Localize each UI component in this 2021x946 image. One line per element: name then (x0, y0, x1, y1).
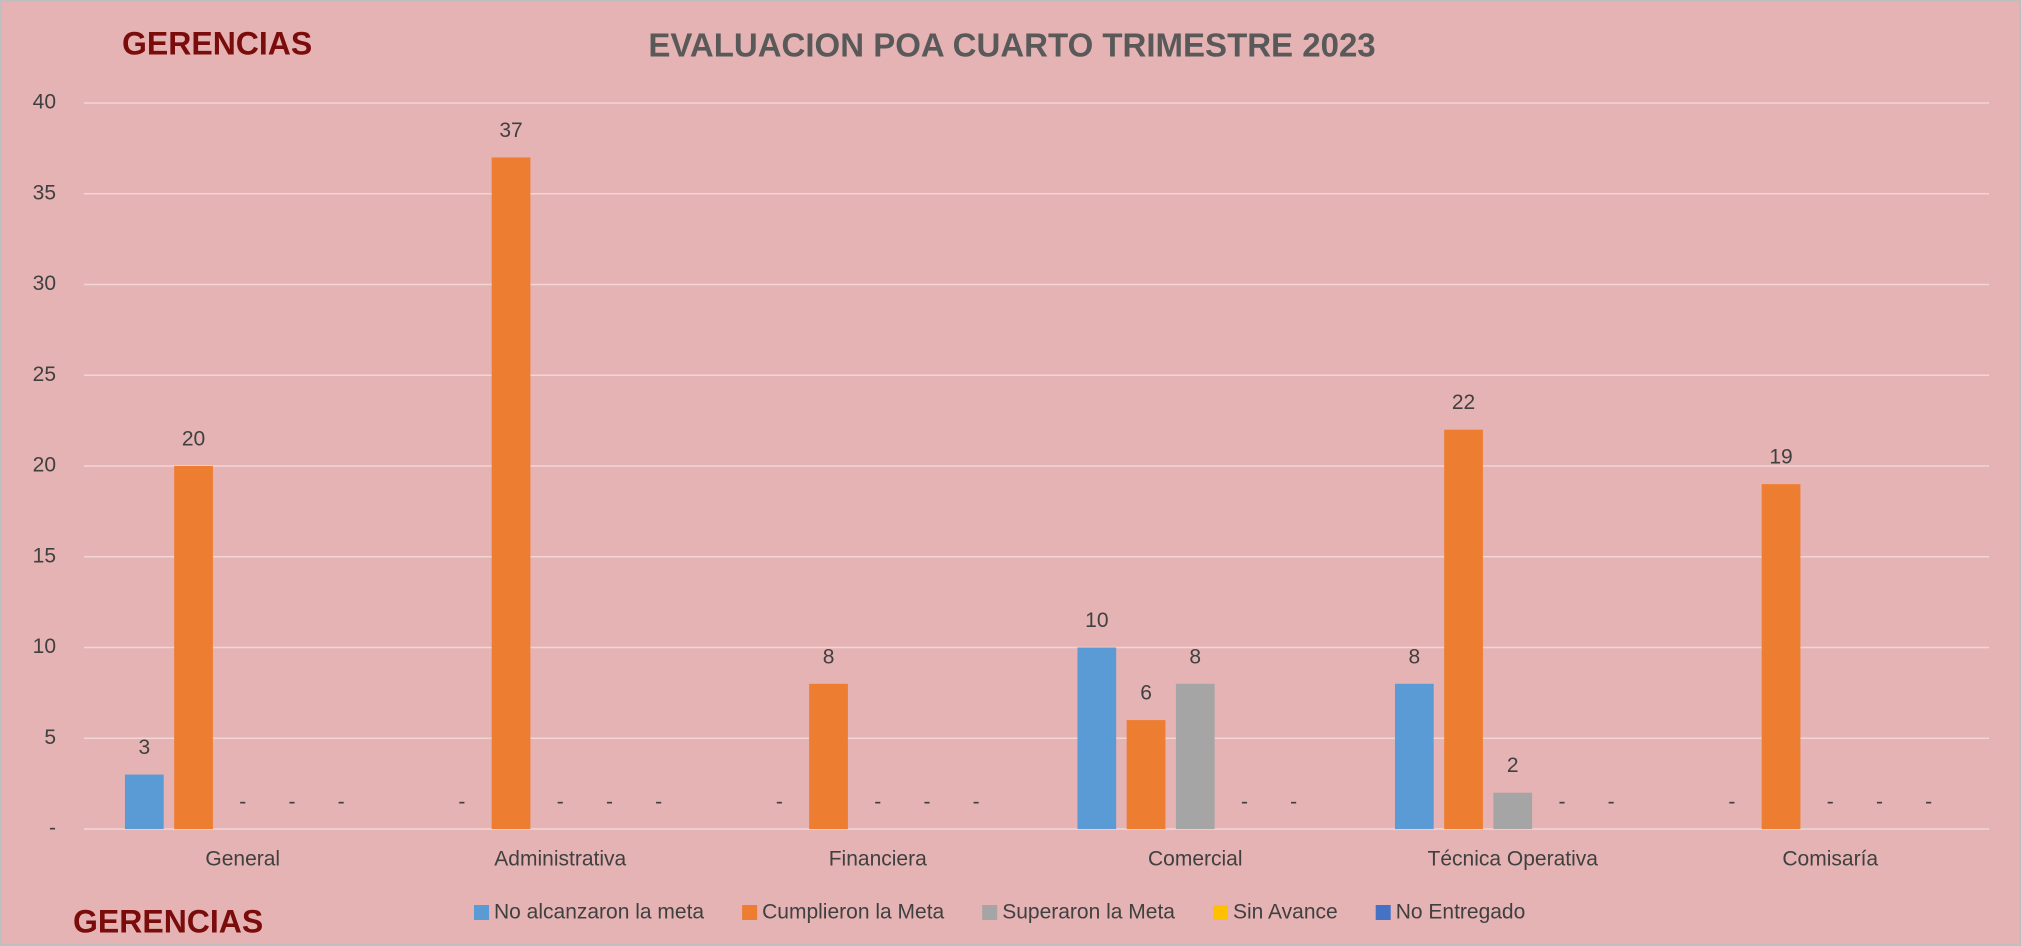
x-tick-label: General (205, 848, 280, 871)
data-label: 8 (1408, 645, 1420, 668)
legend-label: No Entregado (1396, 901, 1526, 924)
data-label: - (338, 791, 345, 814)
data-label: 37 (499, 119, 522, 142)
legend-label: Superaron la Meta (1002, 901, 1175, 924)
y-tick-label: 30 (33, 272, 56, 295)
y-tick-label: 20 (33, 454, 56, 477)
legend-swatch (742, 905, 758, 920)
data-label: - (655, 791, 662, 814)
bar (124, 774, 164, 829)
annotation: GERENCIAS (73, 903, 263, 939)
legend-label: No alcanzaron la meta (494, 901, 704, 924)
bar (174, 466, 213, 829)
x-tick-label: Técnica Operativa (1428, 848, 1599, 871)
x-tick-label: Comercial (1148, 848, 1243, 871)
data-label: 8 (823, 645, 835, 668)
data-label: 19 (1769, 446, 1792, 469)
legend-swatch (1375, 905, 1391, 920)
data-label: - (288, 791, 295, 814)
y-tick-label: - (49, 817, 56, 840)
data-label: - (1558, 791, 1565, 814)
data-label: 6 (1140, 682, 1152, 705)
data-label: - (874, 791, 881, 814)
bar (1175, 683, 1215, 829)
legend-swatch (1213, 905, 1228, 920)
y-tick-label: 10 (33, 635, 56, 658)
bar (1444, 429, 1483, 829)
data-label: 3 (138, 736, 150, 759)
data-label: - (606, 791, 613, 814)
data-label: - (1290, 791, 1297, 814)
legend-swatch (474, 905, 489, 920)
data-label: - (776, 791, 783, 814)
data-label: - (1241, 791, 1248, 814)
bar (1077, 647, 1117, 829)
chart-title: EVALUACION POA CUARTO TRIMESTRE 2023 (648, 27, 1375, 64)
data-label: 8 (1189, 645, 1201, 668)
data-label: - (239, 791, 246, 814)
data-label: - (1608, 791, 1615, 814)
bar (1394, 683, 1434, 829)
data-label: - (557, 791, 564, 814)
data-label: - (458, 791, 465, 814)
x-tick-label: Financiera (829, 848, 927, 871)
legend-label: Cumplieron la Meta (762, 901, 944, 924)
legend-swatch (982, 905, 998, 920)
data-label: - (1827, 791, 1834, 814)
y-tick-label: 25 (33, 363, 56, 386)
x-tick-label: Administrativa (494, 848, 626, 871)
data-label: 10 (1085, 609, 1108, 632)
data-label: 20 (182, 428, 205, 451)
data-label: - (923, 791, 930, 814)
annotation: GERENCIAS (122, 25, 312, 61)
y-tick-label: 5 (44, 726, 56, 749)
data-label: - (1728, 791, 1735, 814)
data-label: 22 (1452, 391, 1475, 414)
bar (1126, 720, 1166, 829)
y-tick-label: 40 (33, 91, 56, 114)
data-label: - (973, 791, 980, 814)
data-label: - (1925, 791, 1932, 814)
y-tick-label: 35 (33, 181, 56, 204)
bar (491, 157, 531, 829)
data-label: 2 (1507, 754, 1519, 777)
x-tick-label: Comisaría (1782, 848, 1878, 871)
data-label: - (1876, 791, 1883, 814)
legend-label: Sin Avance (1233, 901, 1338, 924)
bar (1761, 484, 1801, 829)
y-tick-label: 15 (33, 544, 56, 567)
bar (809, 683, 848, 829)
bar (1493, 792, 1533, 829)
